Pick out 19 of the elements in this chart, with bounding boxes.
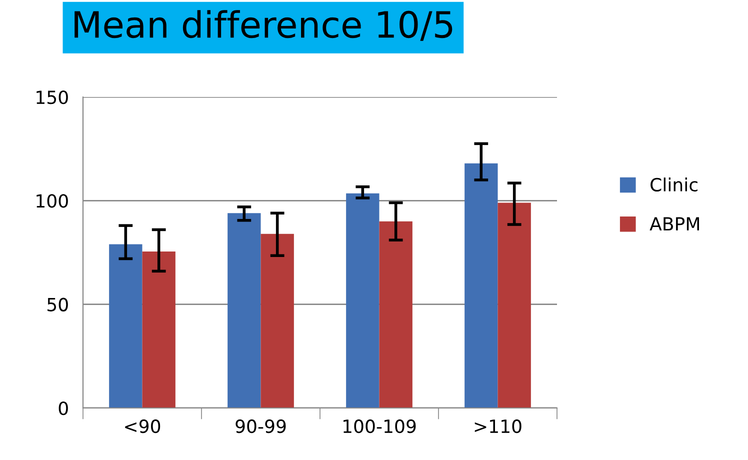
x-tick-label: 100-109 xyxy=(344,419,416,434)
bar xyxy=(346,193,380,408)
bar xyxy=(379,221,412,408)
x-tick-label: <90 xyxy=(125,419,160,434)
bar xyxy=(109,244,142,408)
bar xyxy=(464,163,498,408)
legend-label: Clinic xyxy=(650,178,698,192)
chart-title: Mean difference 10/5 xyxy=(74,10,452,41)
bar xyxy=(260,234,294,408)
x-tick-label: 90-99 xyxy=(236,419,286,434)
bar xyxy=(142,251,176,408)
y-tick-label: 150 xyxy=(36,90,68,104)
y-tick-label: 100 xyxy=(36,194,68,208)
legend-label: ABPM xyxy=(650,217,699,230)
bar xyxy=(498,202,531,408)
x-tick-label: >110 xyxy=(474,419,522,434)
y-tick-label: 0 xyxy=(58,401,68,416)
y-tick-label: 50 xyxy=(48,298,68,312)
bar xyxy=(228,213,261,408)
